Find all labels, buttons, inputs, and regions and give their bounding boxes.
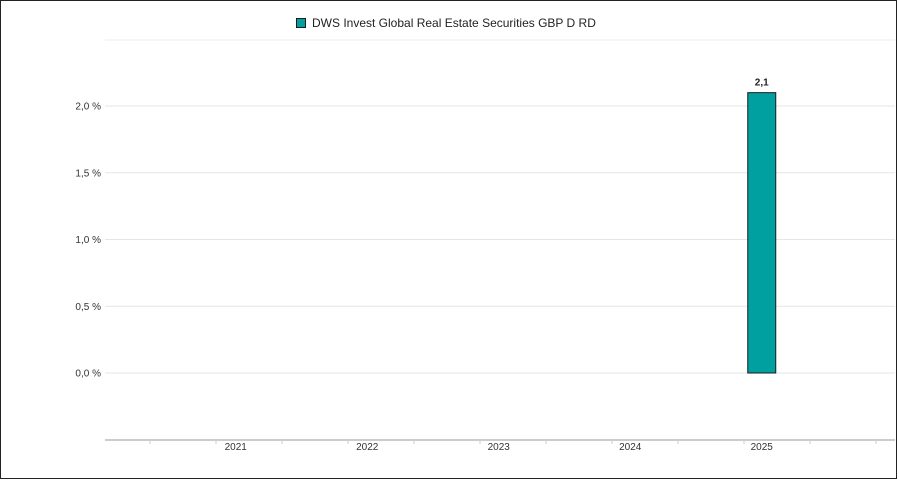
data-label-2025: 2,1: [755, 78, 769, 89]
y-tick-label: 2,0 %: [75, 102, 101, 113]
x-tick-label: 2024: [619, 442, 642, 453]
x-tick-label: 2022: [356, 442, 379, 453]
y-tick-label: 1,0 %: [75, 235, 101, 246]
y-axis-ticks: 0,0 % 0,5 % 1,0 % 1,5 % 2,0 %: [75, 102, 101, 380]
y-tick-label: 0,0 %: [75, 369, 101, 380]
x-axis: 2021 2022 2023 2024 2025: [105, 439, 895, 453]
bar-2025: [747, 92, 777, 374]
chart-legend: DWS Invest Global Real Estate Securities…: [296, 16, 596, 30]
x-tick-label: 2021: [225, 442, 248, 453]
legend-label: DWS Invest Global Real Estate Securities…: [312, 16, 596, 30]
gridlines: [105, 39, 895, 374]
y-tick-label: 1,5 %: [75, 168, 101, 179]
x-tick-label: 2023: [488, 442, 511, 453]
y-tick-label: 0,5 %: [75, 302, 101, 313]
legend-swatch: [296, 18, 306, 28]
bars: 2,1: [747, 78, 777, 374]
x-tick-label: 2025: [751, 442, 774, 453]
